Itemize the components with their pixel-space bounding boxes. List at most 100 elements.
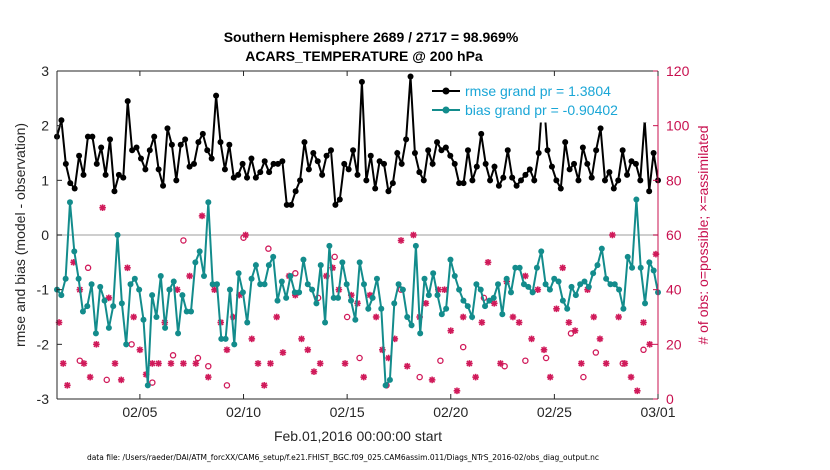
rmse-point: [155, 166, 162, 173]
obs-assimilated-marker: [223, 346, 231, 354]
obs-possible-marker: [292, 270, 299, 277]
y2-tick-label: 40: [666, 282, 682, 298]
obs-assimilated-marker: [528, 335, 535, 343]
obs-assimilated-marker: [534, 286, 542, 293]
rmse-point: [107, 136, 114, 143]
bias-point: [192, 259, 199, 266]
obs-assimilated-marker: [559, 264, 566, 272]
rmse-point: [628, 158, 635, 165]
obs-possible-marker: [180, 237, 187, 244]
rmse-point: [226, 141, 233, 148]
bias-point: [369, 294, 376, 301]
bias-point: [335, 294, 342, 301]
bias-point: [365, 305, 372, 312]
rmse-point: [429, 160, 436, 167]
obs-assimilated-marker: [117, 376, 125, 384]
rmse-point: [305, 166, 312, 173]
obs-assimilated-marker: [86, 373, 94, 381]
obs-assimilated-marker: [546, 373, 554, 381]
bias-point: [183, 308, 190, 315]
obs-possible-marker: [103, 376, 110, 384]
bias-point: [425, 292, 432, 299]
bias-point: [469, 314, 476, 320]
obs-assimilated-marker: [254, 360, 262, 367]
bias-point: [373, 275, 380, 282]
bias-point: [105, 324, 112, 331]
rmse-point: [615, 177, 622, 184]
obs-assimilated-marker: [640, 319, 647, 326]
bias-point: [404, 314, 411, 320]
rmse-point: [111, 188, 118, 195]
rmse-point: [221, 166, 228, 173]
bias-point: [101, 297, 108, 304]
obs-assimilated-marker: [422, 300, 430, 307]
bias-point: [512, 264, 519, 271]
rmse-point: [84, 133, 91, 140]
bias-point: [209, 281, 216, 288]
obs-assimilated-marker: [565, 319, 573, 326]
rmse-point: [367, 152, 374, 159]
rmse-point: [129, 147, 136, 154]
obs-assimilated-marker: [609, 231, 616, 239]
bias-point: [274, 297, 281, 304]
rmse-point: [173, 177, 180, 184]
data-file-footer: data file: /Users/raeder/DAI/ATM_forcXX/…: [87, 453, 599, 462]
bias-point: [386, 376, 393, 383]
obs-assimilated-marker: [260, 382, 268, 389]
rmse-point: [606, 169, 613, 176]
rmse-point: [593, 147, 600, 154]
rmse-point: [381, 160, 388, 167]
obs-assimilated-marker: [242, 231, 249, 239]
bias-point: [438, 311, 445, 318]
y-tick-label: 0: [41, 227, 49, 243]
bias-point: [79, 308, 86, 315]
bias-point: [270, 253, 277, 260]
bias-point: [170, 278, 177, 285]
bias-point: [71, 248, 78, 255]
x-tick-label: 02/20: [433, 404, 468, 420]
bias-point: [516, 264, 523, 271]
bias-point: [520, 281, 527, 288]
bias-point: [477, 286, 484, 293]
rmse-point: [579, 144, 586, 151]
bias-point: [136, 286, 143, 293]
rmse-point: [403, 136, 410, 143]
obs-assimilated-marker: [204, 373, 212, 381]
rmse-point: [301, 139, 308, 146]
bias-point: [486, 297, 493, 304]
obs-possible-marker: [169, 352, 177, 359]
rmse-point: [102, 171, 109, 178]
obs-assimilated-marker: [627, 373, 635, 381]
x-tick-label: 02/15: [330, 404, 365, 420]
rmse-point: [469, 177, 476, 184]
rmse-point: [279, 158, 286, 165]
bias-point: [616, 286, 623, 293]
bias-point: [348, 297, 355, 304]
bias-point: [499, 311, 506, 318]
rmse-point: [464, 147, 471, 154]
obs-assimilated-marker: [341, 360, 349, 367]
bias-point: [642, 300, 649, 307]
bias-point: [188, 308, 195, 315]
y-tick-label: -1: [37, 282, 50, 298]
rmse-point: [637, 177, 644, 184]
y2-tick-label: 20: [666, 336, 682, 352]
legend-bias-marker: [442, 106, 450, 114]
bias-point: [529, 289, 536, 296]
obs-possible-marker: [542, 354, 550, 362]
x-tick-label: 03/01: [640, 404, 675, 420]
rmse-point: [526, 166, 533, 173]
obs-assimilated-marker: [602, 360, 610, 367]
bias-point: [447, 256, 454, 263]
bias-point: [629, 264, 636, 271]
bias-point: [577, 281, 584, 288]
obs-assimilated-marker: [80, 360, 88, 367]
rmse-point: [261, 158, 268, 165]
obs-assimilated-marker: [596, 335, 604, 343]
bias-point: [572, 292, 579, 299]
rmse-point: [531, 177, 538, 184]
rmse-point: [252, 174, 259, 181]
bias-point: [473, 281, 480, 288]
bias-point: [378, 305, 385, 312]
obs-assimilated-marker: [192, 360, 200, 367]
